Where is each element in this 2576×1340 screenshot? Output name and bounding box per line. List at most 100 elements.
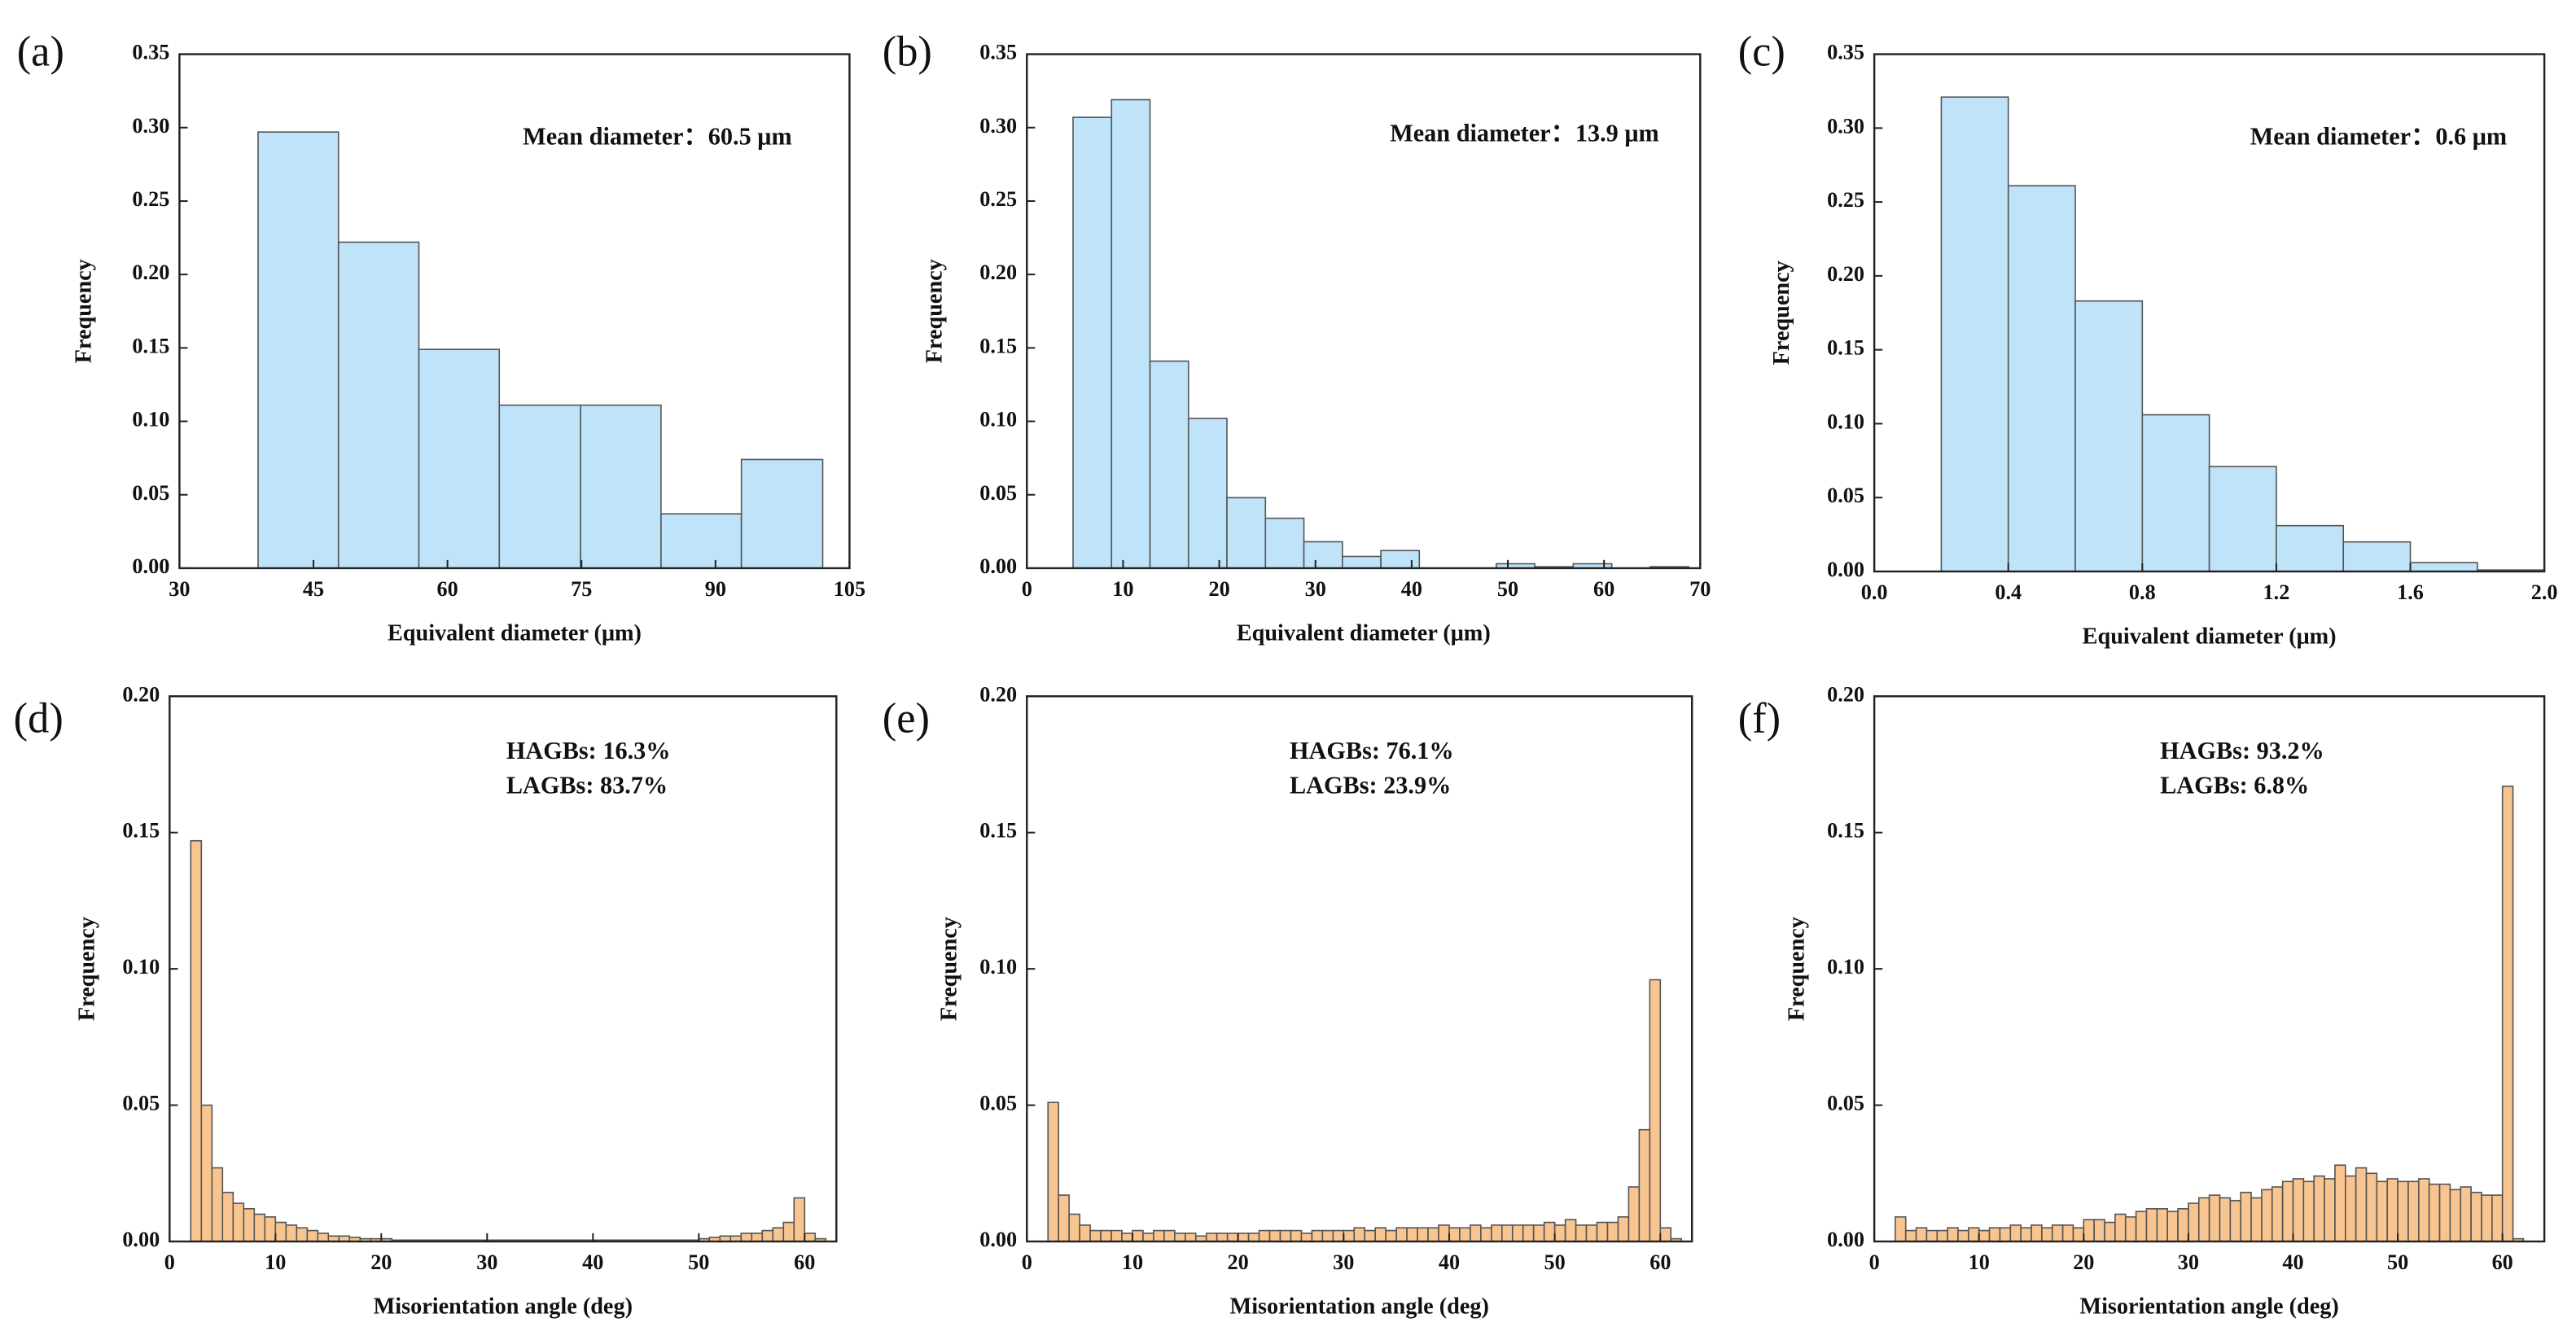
- bar: [751, 1233, 764, 1242]
- x-tick-label: 75: [571, 577, 592, 601]
- x-tick-label: 10: [1112, 577, 1133, 601]
- x-tick-label: 10: [1969, 1250, 1990, 1274]
- bar: [1585, 1224, 1598, 1242]
- bar: [782, 1221, 795, 1242]
- x-tick-label: 50: [1497, 577, 1518, 601]
- bar: [2208, 466, 2277, 572]
- x-tick-label: 40: [1439, 1250, 1460, 1274]
- bar: [1596, 1221, 1609, 1242]
- bar: [2397, 1180, 2409, 1242]
- bar: [2449, 1189, 2462, 1242]
- bar: [2501, 785, 2514, 1242]
- bar: [1184, 1233, 1197, 1242]
- x-tick-label: 0.8: [2129, 580, 2156, 604]
- bar: [1385, 1229, 1397, 1242]
- y-tick-label: 0.05: [1827, 484, 1864, 507]
- y-tick-label: 0.20: [979, 682, 1017, 706]
- bar: [1174, 1233, 1186, 1242]
- bar: [1111, 99, 1151, 569]
- panel-label: (c): [1738, 28, 1785, 76]
- bar: [2124, 1216, 2137, 1242]
- x-tick-label: 70: [1689, 577, 1711, 601]
- bar: [2145, 1207, 2158, 1242]
- bar: [1427, 1227, 1439, 1242]
- panel-label: (d): [14, 695, 64, 742]
- bar: [1564, 1219, 1577, 1242]
- bar: [1149, 360, 1189, 569]
- bar: [1470, 1224, 1482, 1242]
- bar: [2072, 1227, 2085, 1242]
- bar: [1142, 1233, 1154, 1242]
- bar: [1978, 1229, 1991, 1242]
- y-tick-label: 0.00: [1827, 1228, 1864, 1251]
- bar: [232, 1202, 245, 1242]
- x-tick-label: 50: [688, 1250, 709, 1274]
- bar: [2302, 1180, 2315, 1242]
- bar: [1940, 96, 2009, 572]
- bar: [2197, 1197, 2210, 1242]
- bar: [2334, 1164, 2346, 1242]
- y-tick-label: 0.05: [979, 1092, 1017, 1115]
- bar: [2177, 1207, 2189, 1242]
- bar: [2481, 1194, 2493, 1242]
- bar: [1079, 1224, 1091, 1242]
- bar: [1226, 1233, 1239, 1242]
- bar: [2460, 1186, 2472, 1242]
- bar: [1226, 497, 1267, 569]
- bar: [2428, 1183, 2441, 1242]
- bar: [1988, 1227, 2001, 1242]
- bar: [1936, 1229, 1948, 1242]
- bar: [2261, 1189, 2273, 1242]
- bar: [1089, 1229, 1102, 1242]
- panel-label: (b): [883, 28, 932, 76]
- bar: [2386, 1178, 2399, 1242]
- y-tick-label: 0.35: [1827, 41, 1864, 64]
- bar: [1153, 1229, 1165, 1242]
- plot-frame: [1873, 53, 2546, 573]
- bar: [1553, 1224, 1566, 1242]
- bar: [306, 1229, 319, 1242]
- y-tick-label: 0.20: [132, 261, 169, 284]
- bar: [1258, 1229, 1271, 1242]
- bar: [1628, 1186, 1641, 1242]
- bar: [1111, 1229, 1123, 1242]
- y-tick-label: 0.20: [1827, 262, 1864, 286]
- bar: [1247, 1233, 1260, 1242]
- bar: [221, 1191, 234, 1242]
- x-tick-label: 0.4: [1995, 580, 2022, 604]
- y-tick-label: 0.10: [1827, 409, 1864, 433]
- bar: [1303, 541, 1343, 569]
- bar: [1659, 1227, 1672, 1242]
- x-axis-label: Equivalent diameter (μm): [2083, 624, 2337, 650]
- annotation: Mean diameter：0.6 μm: [2250, 123, 2507, 151]
- x-tick-label: 0: [1022, 577, 1032, 601]
- y-tick-label: 0.00: [1827, 558, 1864, 581]
- bar: [1380, 550, 1421, 569]
- bar: [1343, 1229, 1356, 1242]
- bar: [1947, 1227, 1959, 1242]
- annotation: HAGBs: 93.2%: [2160, 737, 2324, 764]
- y-axis-label: Frequency: [922, 259, 947, 363]
- plot-frame: [1026, 53, 1702, 570]
- x-tick-label: 60: [437, 577, 458, 601]
- bar: [740, 458, 824, 569]
- x-tick-label: 60: [1593, 577, 1614, 601]
- y-tick-label: 0.25: [1827, 188, 1864, 212]
- y-tick-label: 0.30: [132, 114, 169, 138]
- bar: [1353, 1227, 1366, 1242]
- y-tick-label: 0.10: [132, 408, 169, 431]
- x-tick-label: 20: [2073, 1250, 2094, 1274]
- annotation: LAGBs: 23.9%: [1290, 771, 1451, 799]
- bar: [1638, 1128, 1651, 1242]
- y-tick-label: 0.15: [132, 334, 169, 357]
- bar: [2083, 1219, 2095, 1242]
- bar: [1480, 1227, 1492, 1242]
- x-axis-label: Misorientation angle (deg): [2079, 1294, 2338, 1320]
- bar: [2409, 562, 2478, 572]
- bar: [2031, 1224, 2043, 1242]
- bar: [740, 1233, 753, 1242]
- bar: [2365, 1172, 2378, 1242]
- x-axis-label: Misorientation angle (deg): [1230, 1294, 1489, 1320]
- bar: [1491, 1224, 1503, 1242]
